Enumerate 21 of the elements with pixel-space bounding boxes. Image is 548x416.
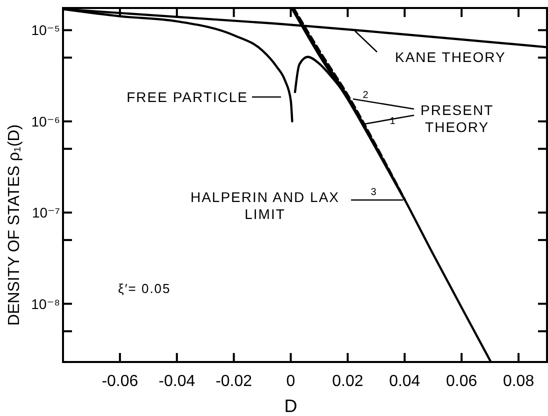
annotation: PRESENT THEORY — [420, 102, 494, 136]
x-axis-title: D — [284, 396, 298, 416]
x-tick-label: 0.06 — [446, 373, 478, 390]
legend-label: FREE PARTICLE — [126, 89, 248, 105]
annotation: HALPERIN AND LAX LIMIT — [190, 189, 340, 222]
series-label: 3 — [370, 187, 378, 198]
y-axis-title: DENSITY OF STATES ρ₁(D) — [6, 124, 23, 326]
x-tick-label: 0.02 — [332, 373, 364, 390]
y-tick-label: 10⁻⁵ — [31, 22, 60, 38]
y-tick-label: 10⁻⁷ — [32, 204, 60, 221]
y-tick-label: 10⁻⁸ — [31, 296, 60, 312]
x-tick-label: 0.08 — [502, 373, 534, 390]
legend-label: KANE THEORY — [395, 49, 506, 65]
y-tick-label: 10⁻⁶ — [31, 113, 60, 130]
x-tick-label: 0 — [286, 373, 296, 390]
series-label: 2 — [362, 90, 370, 101]
x-tick-label: -0.04 — [158, 373, 196, 390]
x-tick-label: 0.04 — [389, 373, 420, 390]
annotation: ξ′= 0.05 — [118, 281, 171, 296]
x-tick-label: -0.02 — [216, 373, 252, 390]
x-tick-label: -0.06 — [102, 373, 138, 390]
